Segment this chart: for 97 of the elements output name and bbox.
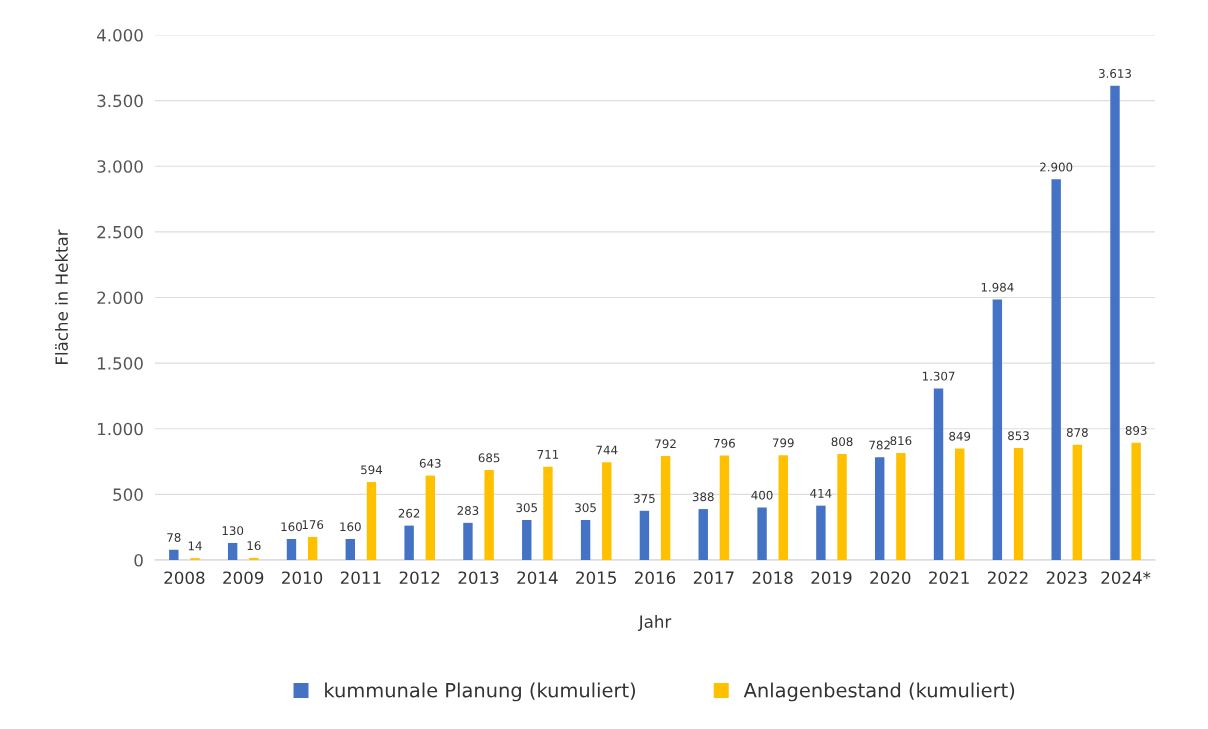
- bar: [933, 388, 944, 560]
- data-label: 375: [634, 494, 655, 503]
- legend-label: kummunale Planung (kumuliert): [325, 682, 635, 702]
- data-label: 594: [361, 465, 383, 475]
- x-tick-label: 2022: [987, 571, 1028, 585]
- bar: [778, 455, 788, 560]
- x-tick-label: 2015: [576, 571, 616, 585]
- bar: [286, 539, 297, 560]
- data-label: 849: [949, 431, 971, 441]
- data-label: 14: [188, 541, 202, 551]
- data-label: 1.307: [922, 371, 955, 381]
- bar: [580, 519, 591, 560]
- bar: [955, 448, 965, 560]
- bar: [698, 509, 708, 560]
- data-label: 78: [167, 532, 181, 542]
- bar: [1013, 448, 1024, 560]
- bar: [816, 505, 826, 560]
- data-label: 262: [398, 508, 420, 518]
- bar: [992, 299, 1003, 560]
- data-label: 283: [457, 506, 479, 516]
- bar: [425, 475, 435, 560]
- data-label: 808: [831, 437, 853, 447]
- x-tick-label: 2018: [752, 571, 793, 585]
- y-tick-label: 0: [134, 553, 143, 567]
- bar: [1110, 85, 1120, 560]
- x-tick-label: 2009: [223, 571, 264, 585]
- data-label: 305: [575, 503, 596, 513]
- data-label: 744: [596, 445, 618, 455]
- x-tick-label: 2010: [282, 571, 323, 585]
- x-tick-label: 2014: [517, 571, 558, 585]
- data-label: 853: [1008, 431, 1029, 441]
- x-tick-label: 2021: [929, 571, 969, 585]
- data-label: 643: [419, 458, 441, 468]
- bar: [484, 470, 494, 560]
- y-tick-label: 4.000: [96, 28, 143, 42]
- y-axis-title: Fläche in Hektar: [55, 229, 68, 364]
- x-tick-label: 2020: [870, 571, 911, 585]
- data-label: 878: [1066, 427, 1088, 437]
- data-label: 130: [222, 526, 244, 536]
- bar: [837, 453, 847, 560]
- x-tick-label: 2012: [399, 571, 440, 585]
- bar: [249, 557, 259, 560]
- bar: [660, 456, 671, 560]
- data-label: 1.984: [981, 282, 1014, 292]
- data-label: 2.900: [1040, 162, 1073, 172]
- data-label: 816: [890, 436, 912, 446]
- data-label: 16: [247, 541, 261, 551]
- y-tick-label: 2.500: [97, 225, 143, 239]
- y-tick-label: 500: [113, 488, 143, 501]
- bar: [543, 466, 553, 560]
- data-label: 388: [692, 492, 714, 502]
- bar: [307, 536, 318, 560]
- data-label: 799: [772, 438, 794, 448]
- data-label: 782: [869, 440, 890, 450]
- legend-label: Anlagenbestand (kumuliert): [743, 682, 1015, 702]
- bar: [345, 539, 355, 560]
- bar: [1072, 444, 1083, 560]
- bar: [757, 507, 767, 560]
- bar: [366, 482, 377, 560]
- bar: [719, 455, 730, 560]
- x-tick-label: 2013: [458, 571, 499, 585]
- data-label: 685: [478, 453, 500, 463]
- x-tick-label: 2019: [811, 571, 852, 585]
- bar: [1131, 442, 1141, 560]
- y-tick-label: 3.000: [97, 160, 143, 173]
- data-label: 176: [302, 520, 324, 530]
- x-tick-label: 2017: [693, 571, 734, 585]
- x-tick-label: 2016: [635, 571, 676, 585]
- bar: [463, 522, 473, 560]
- bar: [404, 525, 414, 560]
- data-label: 160: [281, 522, 302, 532]
- data-label: 305: [516, 503, 537, 513]
- x-tick-label: 2011: [340, 571, 381, 585]
- x-tick-label: 2023: [1046, 571, 1087, 585]
- data-label: 3.613: [1099, 69, 1131, 78]
- bar: [522, 519, 532, 560]
- data-label: 160: [340, 522, 361, 532]
- data-label: 414: [810, 489, 832, 498]
- y-tick-label: 3.500: [97, 94, 143, 108]
- bar: [227, 542, 238, 560]
- bar: [875, 457, 885, 560]
- data-label: 796: [714, 438, 735, 448]
- data-label: 711: [537, 450, 559, 459]
- bar: [602, 462, 612, 560]
- x-tick-label: 2024*: [1101, 571, 1151, 585]
- x-axis-title: Jahr: [637, 615, 672, 632]
- bar: [169, 549, 179, 560]
- data-label: 400: [751, 490, 773, 500]
- data-label: 893: [1125, 426, 1147, 435]
- data-label: 792: [655, 439, 676, 449]
- y-tick-label: 2.000: [97, 291, 143, 305]
- bar: [639, 510, 650, 560]
- bar: [896, 452, 906, 560]
- y-tick-label: 1.500: [98, 357, 143, 370]
- bar: [1051, 179, 1061, 560]
- x-tick-label: 2008: [164, 571, 205, 585]
- y-tick-label: 1.000: [98, 422, 143, 436]
